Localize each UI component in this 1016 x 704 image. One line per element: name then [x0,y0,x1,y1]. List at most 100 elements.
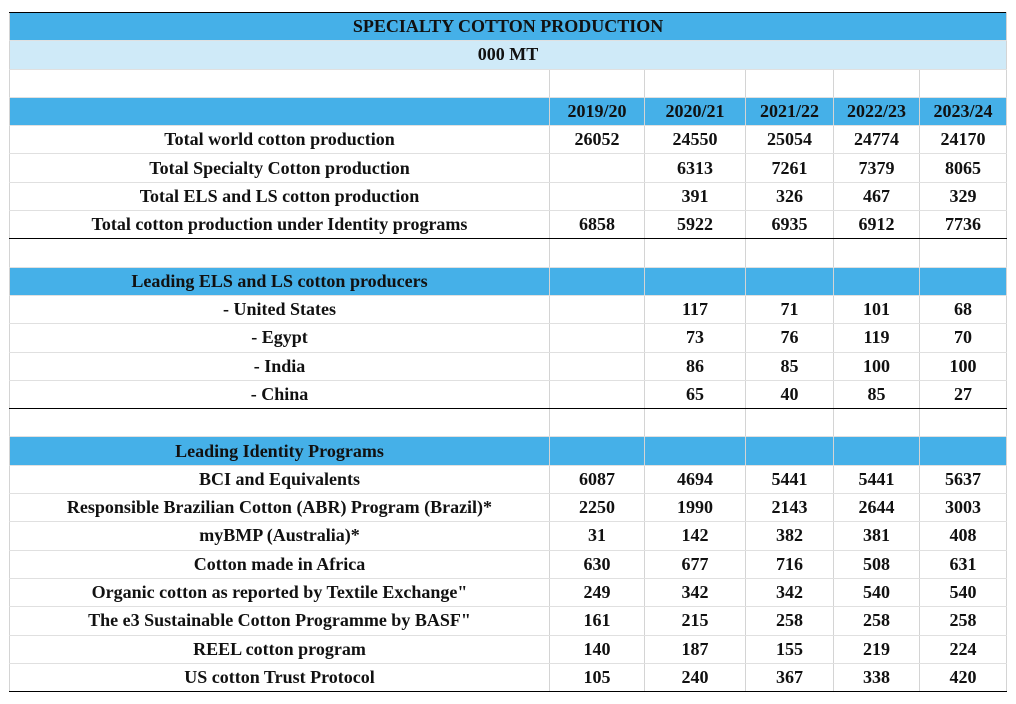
value-cell: 1990 [644,493,746,523]
section-heading-row: Leading ELS and LS cotton producers [9,266,1008,296]
empty-cell [918,266,1008,296]
value-cell: 7736 [918,210,1008,240]
value-cell: 420 [918,663,1008,693]
value-cell: 65 [644,380,746,410]
empty-cell [918,436,1008,466]
row-label: Responsible Brazilian Cotton (ABR) Progr… [9,493,550,523]
empty-cell [745,238,834,268]
data-row: REEL cotton program 140 187 155 219 224 [9,635,1008,664]
row-label: BCI and Equivalents [9,465,550,495]
section-heading: Leading ELS and LS cotton producers [9,266,550,296]
value-cell: 76 [745,323,834,353]
data-row: - China 65 40 85 27 [9,380,1008,410]
value-cell: 467 [833,182,920,212]
value-cell: 24550 [644,125,746,155]
empty-cell [833,266,920,296]
row-label: Total ELS and LS cotton production [9,182,550,212]
row-label: - China [9,380,550,410]
data-row: - United States 117 71 101 68 [9,295,1008,325]
empty-cell [745,69,834,98]
value-cell: 258 [833,606,920,636]
blank-row [9,408,1008,438]
value-cell: 40 [745,380,834,410]
value-cell: 117 [644,295,746,325]
table-body: SPECIALTY COTTON PRODUCTION 000 MT 2019/20… [8,11,1008,693]
empty-cell [918,408,1008,438]
empty-cell [9,408,550,438]
value-cell: 140 [549,635,645,664]
value-cell: 716 [745,550,834,579]
value-cell: 677 [644,550,746,579]
row-label: REEL cotton program [9,635,550,664]
value-cell [549,352,645,381]
empty-cell [918,69,1008,98]
value-cell [549,323,645,353]
column-header: 2020/21 [644,96,746,127]
data-row: myBMP (Australia)* 31 142 382 381 408 [9,521,1008,551]
value-cell: 631 [918,550,1008,579]
row-label: Total cotton production under Identity p… [9,210,550,240]
value-cell: 224 [918,635,1008,664]
data-row: - India 86 85 100 100 [9,352,1008,381]
row-label: - Egypt [9,323,550,353]
empty-cell [549,408,645,438]
value-cell: 85 [833,380,920,410]
value-cell: 105 [549,663,645,693]
value-cell: 240 [644,663,746,693]
value-cell: 6935 [745,210,834,240]
value-cell: 219 [833,635,920,664]
value-cell: 367 [745,663,834,693]
value-cell: 6087 [549,465,645,495]
data-row: Total Specialty Cotton production 6313 726… [9,153,1008,183]
blank-row [9,238,1008,268]
production-table: SPECIALTY COTTON PRODUCTION 000 MT 2019/20… [8,11,1008,693]
subtitle-row: 000 MT [8,40,1008,70]
value-cell: 31 [549,521,645,551]
empty-cell [745,436,834,466]
value-cell: 5637 [918,465,1008,495]
value-cell: 4694 [644,465,746,495]
row-label: myBMP (Australia)* [9,521,550,551]
value-cell: 100 [918,352,1008,381]
value-cell [549,182,645,212]
empty-cell [833,238,920,268]
row-label: Cotton made in Africa [9,550,550,579]
empty-cell [644,266,746,296]
value-cell: 8065 [918,153,1008,183]
title-row: SPECIALTY COTTON PRODUCTION [8,11,1008,42]
value-cell: 5441 [833,465,920,495]
value-cell: 6313 [644,153,746,183]
data-row: The e3 Sustainable Cotton Programme by B… [9,606,1008,636]
value-cell [549,295,645,325]
data-row: BCI and Equivalents 6087 4694 5441 5441 5637 [9,465,1008,495]
empty-cell [833,408,920,438]
value-cell: 2143 [745,493,834,523]
row-label: - United States [9,295,550,325]
value-cell: 68 [918,295,1008,325]
value-cell: 630 [549,550,645,579]
column-header: 2021/22 [745,96,834,127]
value-cell: 258 [918,606,1008,636]
data-row: Cotton made in Africa 630 677 716 508 631 [9,550,1008,579]
value-cell: 24170 [918,125,1008,155]
value-cell: 101 [833,295,920,325]
header-row: 2019/20 2020/21 2021/22 2022/23 2023/24 [9,96,1008,127]
empty-cell [549,238,645,268]
empty-cell [9,96,550,127]
column-header: 2023/24 [918,96,1008,127]
value-cell: 70 [918,323,1008,353]
empty-cell [549,69,645,98]
empty-cell [9,69,550,98]
value-cell: 508 [833,550,920,579]
blank-row [9,69,1008,98]
value-cell: 391 [644,182,746,212]
row-label: US cotton Trust Protocol [9,663,550,693]
value-cell: 2644 [833,493,920,523]
data-row: Organic cotton as reported by Textile Ex… [9,578,1008,608]
empty-cell [745,408,834,438]
empty-cell [9,238,550,268]
value-cell: 86 [644,352,746,381]
row-label: Total Specialty Cotton production [9,153,550,183]
value-cell: 7261 [745,153,834,183]
